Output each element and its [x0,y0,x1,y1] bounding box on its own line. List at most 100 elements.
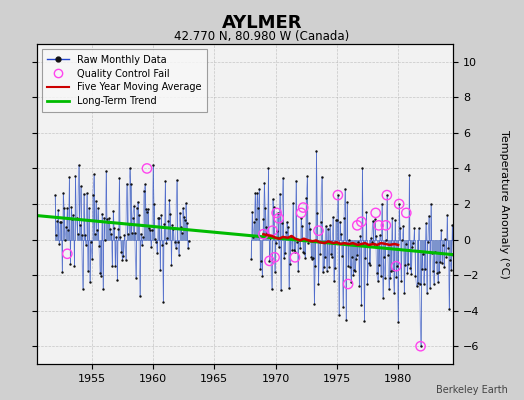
Point [82,190,91,196]
Point [73,230,82,237]
Point [319,269,327,275]
Point [408,244,417,250]
Point [399,222,408,229]
Point [343,199,351,205]
Point [339,304,347,310]
Point [94,205,102,212]
Point [296,245,304,252]
Point [299,248,308,255]
Point [59,190,68,196]
Point [140,188,148,194]
Point [100,214,108,221]
Point [359,242,368,248]
Point [83,267,92,274]
Point [77,183,85,190]
Point [101,237,110,244]
Point [149,162,157,168]
Point [55,241,63,248]
Point [180,214,188,220]
Point [84,205,93,212]
Point [106,226,114,232]
Point [449,252,457,258]
Point [292,177,300,184]
Point [326,250,335,257]
Point [402,210,410,216]
Point [150,201,158,207]
Point [308,256,316,262]
Point [61,236,70,243]
Point [336,218,344,225]
Point [266,235,275,241]
Point [184,238,193,244]
Point [380,275,389,282]
Point [62,224,71,230]
Point [362,209,370,216]
Point [281,228,290,235]
Point [256,266,265,273]
Point [323,225,332,232]
Point [380,254,388,260]
Point [307,254,315,260]
Point [321,223,330,229]
Point [91,231,99,237]
Point [250,218,258,225]
Point [167,262,176,268]
Point [178,230,186,236]
Point [370,216,379,223]
Point [368,218,377,224]
Point [381,236,390,243]
Point [263,230,271,236]
Point [298,223,307,230]
Point [107,231,115,237]
Point [405,171,413,178]
Point [82,242,90,248]
Point [418,265,426,272]
Point [295,237,303,243]
Point [143,209,151,216]
Text: Berkeley Earth: Berkeley Earth [436,385,508,395]
Point [439,242,447,248]
Point [151,236,159,242]
Point [177,224,185,230]
Point [384,251,392,258]
Point [165,196,173,203]
Point [57,219,66,225]
Point [437,227,445,234]
Point [290,247,298,253]
Point [438,260,446,266]
Point [315,251,324,258]
Point [402,240,410,247]
Point [291,254,299,260]
Point [344,262,352,269]
Point [275,215,283,222]
Point [430,281,438,287]
Point [397,278,406,284]
Point [181,217,189,224]
Point [447,267,455,273]
Point [247,256,255,262]
Point [417,343,425,350]
Point [398,236,407,243]
Point [162,240,170,246]
Point [135,212,143,218]
Point [89,192,97,198]
Point [275,244,283,250]
Point [291,248,299,255]
Point [166,210,174,217]
Point [401,262,409,268]
Point [444,244,452,251]
Point [404,261,412,268]
Point [148,226,156,233]
Point [116,234,125,240]
Point [335,312,343,318]
Point [60,204,69,211]
Point [93,226,101,233]
Point [262,224,270,230]
Point [334,192,342,198]
Point [299,204,308,211]
Point [431,249,439,256]
Point [311,263,320,270]
Point [385,286,393,292]
Point [81,232,89,239]
Point [271,240,280,246]
